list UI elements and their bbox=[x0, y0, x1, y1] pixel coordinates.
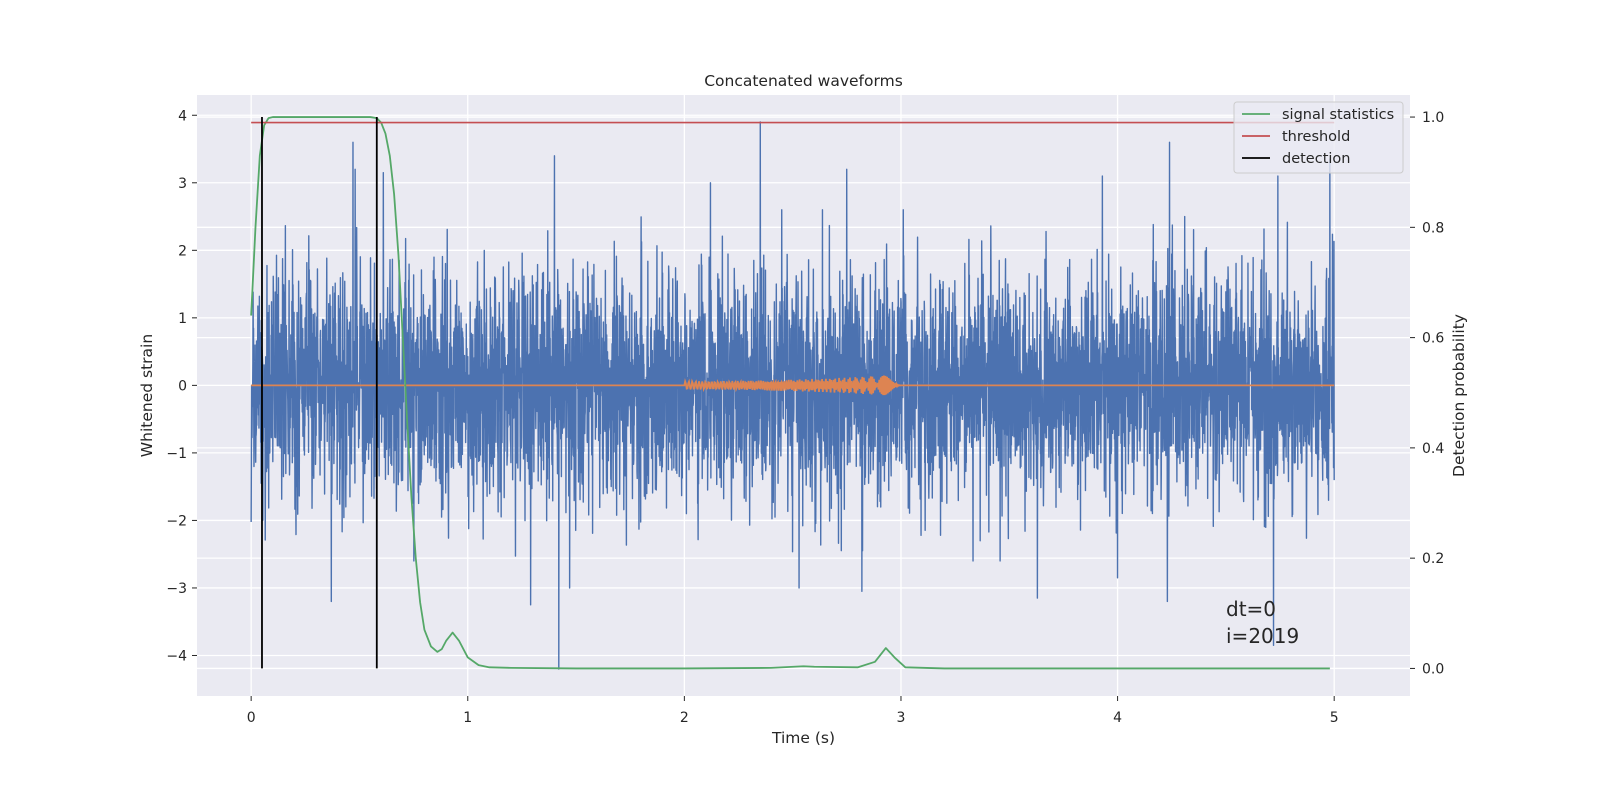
y-tick-label: −1 bbox=[166, 446, 187, 462]
x-tick-label: 5 bbox=[1330, 710, 1339, 726]
legend-label-threshold: threshold bbox=[1282, 129, 1350, 145]
axes: 0 1 2 3 4 5 −4 −3 −2 −1 0 1 2 3 4 0.0 0.2 0.4 0.6 0.8 1.0 bbox=[166, 108, 1444, 726]
y-axis-label: Whitened strain bbox=[138, 334, 156, 457]
y-tick-label: 2 bbox=[178, 243, 187, 259]
series-injected-waveform bbox=[251, 375, 1335, 396]
annotation-dt: dt=0 bbox=[1226, 597, 1276, 621]
data-layer bbox=[250, 116, 1335, 670]
legend: signal statistics threshold detection bbox=[1233, 101, 1404, 174]
y2-tick-label: 0.8 bbox=[1422, 220, 1444, 236]
legend-box bbox=[1233, 101, 1404, 174]
legend-label-detection: detection bbox=[1282, 151, 1350, 167]
y2-tick-label: 0.4 bbox=[1422, 441, 1444, 457]
y2-tick-label: 0.6 bbox=[1422, 331, 1444, 347]
series-signal-statistics bbox=[250, 116, 1330, 670]
y-tick-label: −4 bbox=[166, 648, 187, 664]
x-tick-label: 4 bbox=[1113, 710, 1122, 726]
y-tick-label: 0 bbox=[178, 378, 187, 394]
y-tick-label: −3 bbox=[166, 581, 187, 597]
y-tick-label: 1 bbox=[178, 311, 187, 327]
legend-label-signal-statistics: signal statistics bbox=[1282, 107, 1394, 123]
y-tick-label: 4 bbox=[178, 108, 187, 124]
x-tick-label: 0 bbox=[247, 710, 256, 726]
series-whitened-strain bbox=[250, 121, 1335, 670]
y2-tick-label: 0.2 bbox=[1422, 551, 1444, 567]
y-tick-label: −2 bbox=[166, 513, 187, 529]
chart-title: Concatenated waveforms bbox=[704, 72, 903, 90]
x-axis-label: Time (s) bbox=[771, 729, 835, 747]
y2-axis-label: Detection probability bbox=[1450, 314, 1468, 477]
y-tick-label: 3 bbox=[178, 176, 187, 192]
x-tick-label: 1 bbox=[463, 710, 472, 726]
y2-tick-label: 0.0 bbox=[1422, 661, 1444, 677]
annotation-i: i=2019 bbox=[1226, 624, 1299, 648]
x-tick-label: 3 bbox=[897, 710, 906, 726]
y2-tick-label: 1.0 bbox=[1422, 110, 1444, 126]
x-tick-label: 2 bbox=[680, 710, 689, 726]
